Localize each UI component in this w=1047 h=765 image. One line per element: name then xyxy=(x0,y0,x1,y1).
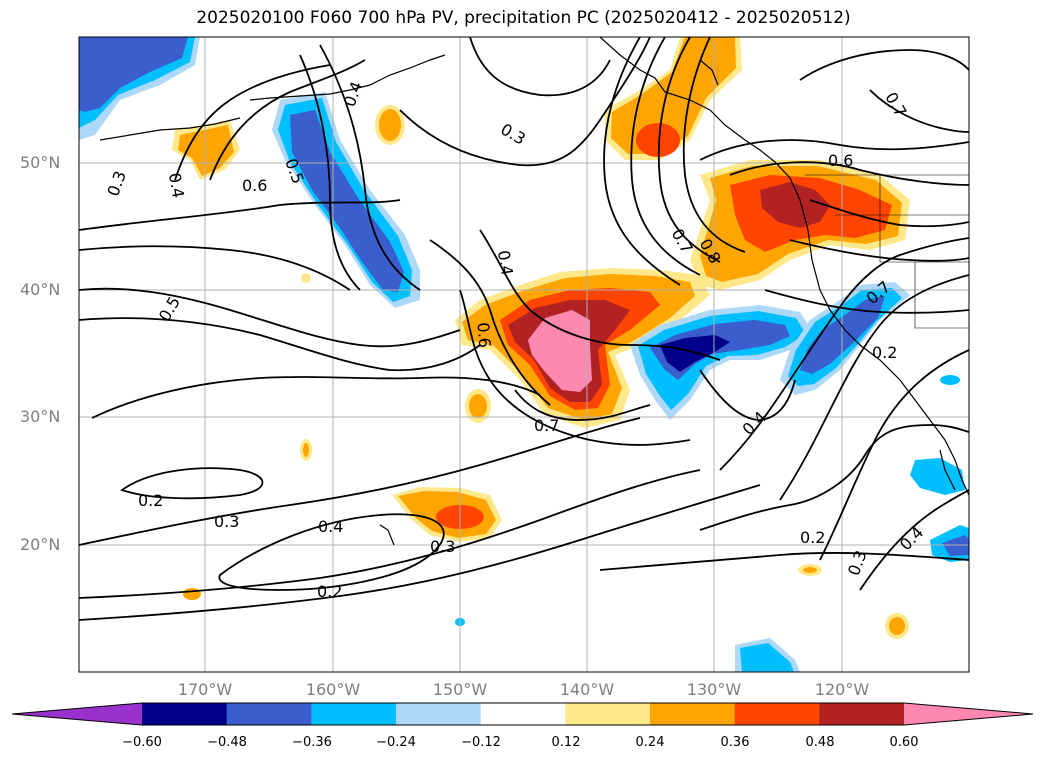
contour-label: 0.3 xyxy=(214,512,239,531)
lon-label: 130°W xyxy=(686,680,742,699)
lat-label: 50°N xyxy=(20,153,61,172)
colorbar-tick-label: 0.36 xyxy=(720,735,750,750)
colorbar-tick-label: 0.12 xyxy=(551,735,581,750)
lon-label: 150°W xyxy=(432,680,488,699)
contour-label: 0.2 xyxy=(317,582,342,601)
lat-label: 30°N xyxy=(20,407,61,426)
lat-label: 20°N xyxy=(20,535,61,554)
lon-label: 160°W xyxy=(305,680,361,699)
colorbar-tick-label: 0.24 xyxy=(635,735,665,750)
contour-label: 0.2 xyxy=(872,343,897,362)
coastlines xyxy=(99,37,969,546)
colorbar-extend-right xyxy=(904,703,1033,725)
pv-contours xyxy=(79,37,969,621)
colorbar-tick-label: 0.48 xyxy=(805,735,835,750)
colorbar-segment xyxy=(396,703,482,725)
contour-label: 0.2 xyxy=(138,491,163,510)
colorbar-segment xyxy=(226,703,312,725)
colorbar-segment xyxy=(480,703,566,725)
colorbar-tick-label: −0.36 xyxy=(292,735,332,750)
colorbar-segment xyxy=(734,703,820,725)
precip-shading xyxy=(79,37,969,672)
contour-label: 0.6 xyxy=(242,176,267,195)
colorbar-segment xyxy=(142,703,228,725)
map-frame xyxy=(78,36,970,673)
lon-label: 170°W xyxy=(177,680,233,699)
lon-label: 120°W xyxy=(814,680,870,699)
colorbar-segment xyxy=(311,703,397,725)
contour-label: 0.4 xyxy=(494,249,517,277)
colorbar-tick-label: −0.48 xyxy=(207,735,247,750)
map-title: 2025020100 F060 700 hPa PV, precipitatio… xyxy=(196,8,851,28)
contour-label: 0.6 xyxy=(828,151,853,170)
contour-label: 0.6 xyxy=(473,322,494,349)
contour-label: 0.4 xyxy=(165,171,188,199)
colorbar-tick-label: −0.60 xyxy=(122,735,162,750)
colorbar-segment xyxy=(819,703,905,725)
contour-label: 0.7 xyxy=(534,416,559,435)
lat-label: 40°N xyxy=(20,280,61,299)
colorbar-tick-label: −0.12 xyxy=(461,735,501,750)
contour-label: 0.2 xyxy=(800,528,825,547)
colorbar-tick-label: 0.60 xyxy=(889,735,919,750)
colorbar-segment xyxy=(650,703,736,725)
colorbar-segment xyxy=(565,703,651,725)
colorbar-tick-label: −0.24 xyxy=(376,735,416,750)
contour-label: 0.4 xyxy=(318,517,343,536)
colorbar xyxy=(11,702,1034,726)
contour-label: 0.3 xyxy=(430,537,455,556)
lon-label: 140°W xyxy=(559,680,615,699)
colorbar-extend-left xyxy=(12,703,142,725)
